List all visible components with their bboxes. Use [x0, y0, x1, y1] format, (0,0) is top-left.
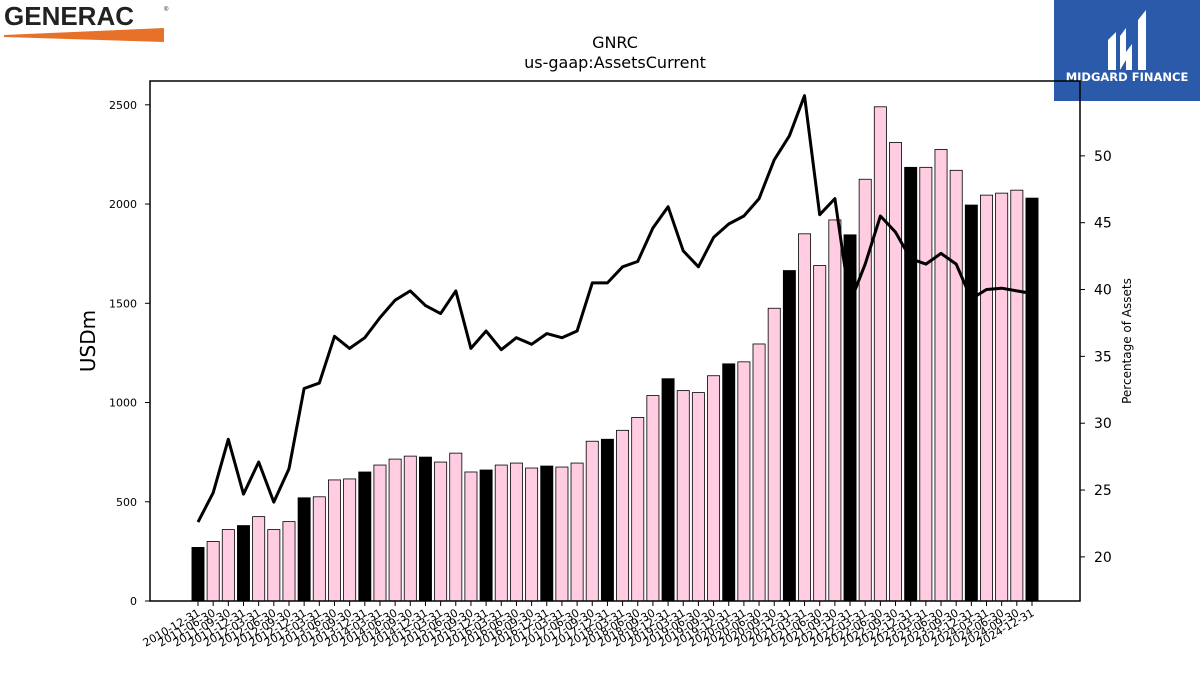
- bar: [752, 343, 766, 602]
- bar: [221, 529, 235, 602]
- chart-title: GNRC: [592, 33, 638, 52]
- y2-tick-label: 40: [1094, 283, 1112, 299]
- bar: [889, 142, 902, 602]
- y-tick-label: 1000: [109, 397, 137, 410]
- bar: [403, 455, 417, 602]
- y2-tick-label: 30: [1094, 416, 1112, 432]
- y-tick-label: 1500: [109, 297, 137, 310]
- bar: [464, 471, 478, 602]
- bar: [949, 169, 963, 602]
- y-axis-right: 20 25 30 35 40 45 50: [1080, 149, 1112, 566]
- bar: [934, 149, 948, 602]
- bar: [418, 456, 432, 602]
- y2-axis-label: Percentage of Assets: [1120, 278, 1134, 404]
- bar: [616, 429, 630, 602]
- bar: [813, 265, 827, 602]
- bar: [995, 192, 1009, 602]
- y2-tick-label: 50: [1094, 149, 1112, 165]
- midgard-finance-logo: MIDGARD FINANCE: [1054, 0, 1200, 101]
- bar: [661, 378, 675, 602]
- bar: [297, 497, 311, 602]
- bar: [388, 458, 402, 602]
- bar: [828, 219, 842, 602]
- bar: [282, 521, 296, 602]
- bar: [509, 462, 523, 602]
- bar: [479, 469, 493, 602]
- chart-subtitle: us-gaap:AssetsCurrent: [524, 53, 706, 72]
- y-tick-label: 2500: [109, 99, 137, 112]
- bar: [919, 166, 933, 602]
- generac-logo-text: GENERAC: [4, 1, 134, 31]
- y-tick-label: 500: [116, 496, 137, 509]
- bar: [782, 270, 796, 602]
- bars-layer: [191, 106, 1039, 602]
- y2-tick-label: 35: [1094, 349, 1112, 365]
- bar: [737, 361, 751, 602]
- percentage-line: [196, 94, 1033, 523]
- y-axis-left: 0 500 1000 1500 2000 2500: [109, 99, 150, 608]
- bar: [600, 438, 614, 602]
- bar: [1010, 189, 1024, 602]
- bar: [343, 478, 357, 602]
- bar: [1025, 197, 1039, 602]
- y2-tick-label: 20: [1094, 550, 1112, 566]
- bar: [980, 194, 993, 602]
- bar: [373, 464, 387, 602]
- bar: [676, 390, 690, 602]
- bar: [631, 417, 645, 602]
- bar: [767, 307, 781, 602]
- y-tick-label: 2000: [109, 198, 137, 211]
- bar: [873, 106, 887, 602]
- line-layer: [196, 94, 1033, 523]
- svg-text:®: ®: [164, 6, 169, 13]
- generac-swoosh-icon: [4, 28, 164, 42]
- bar: [358, 471, 372, 602]
- bar: [798, 233, 812, 602]
- plot-frame: [149, 80, 1081, 602]
- y-tick-label: 0: [130, 595, 137, 608]
- bar: [328, 479, 341, 602]
- bar: [312, 496, 326, 602]
- bar: [555, 466, 569, 602]
- bar: [206, 541, 220, 602]
- midgard-m-icon: [1108, 10, 1146, 70]
- bar: [525, 467, 539, 602]
- midgard-logo-text: MIDGARD FINANCE: [1066, 70, 1189, 84]
- bar: [252, 516, 266, 602]
- bar: [267, 529, 281, 602]
- bar: [449, 452, 463, 602]
- bar: [237, 525, 250, 602]
- bar: [434, 461, 448, 602]
- y2-tick-label: 45: [1094, 216, 1112, 232]
- bar: [858, 178, 872, 602]
- bar: [646, 395, 660, 602]
- bar: [191, 547, 205, 602]
- bar: [964, 204, 978, 602]
- bar: [904, 166, 918, 602]
- bar: [585, 440, 599, 602]
- bar: [707, 375, 721, 602]
- bar: [691, 392, 705, 602]
- bar: [570, 462, 584, 602]
- bar: [722, 363, 736, 602]
- y-axis-label: USDm: [76, 310, 100, 372]
- y2-tick-label: 25: [1094, 483, 1112, 499]
- bar: [540, 465, 554, 602]
- bar: [494, 464, 508, 602]
- x-axis: 2010-12-312011-06-302011-09-302011-12-31…: [141, 601, 1037, 650]
- generac-logo: GENERAC ®: [0, 0, 175, 48]
